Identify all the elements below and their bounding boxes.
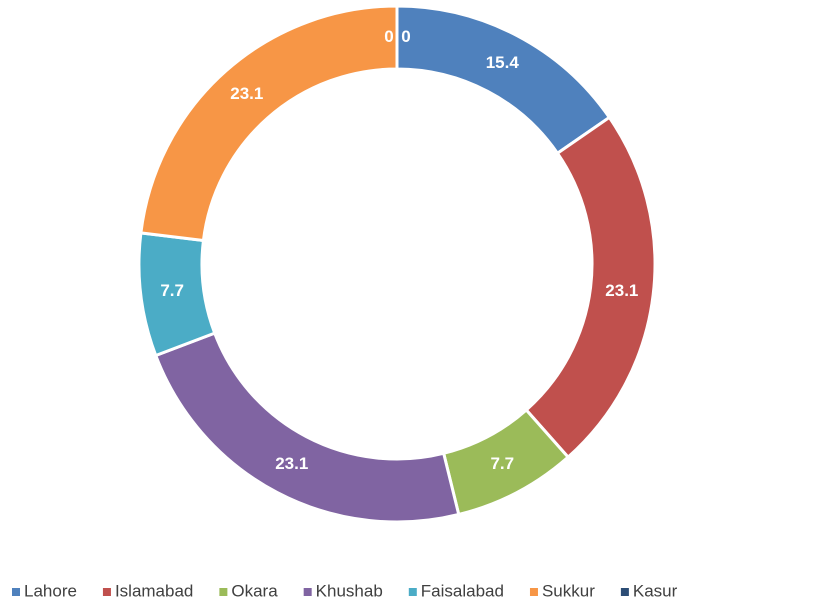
data-label: 0 [401,27,410,46]
legend-label: Lahore [24,581,77,600]
donut-slice [153,331,461,524]
data-label: 0 [384,27,393,46]
legend-swatch [620,588,629,596]
legend-label: Khushab [316,581,383,600]
legend-label: Faisalabad [421,581,504,600]
data-label: 23.1 [230,84,263,103]
legend-label: Kasur [633,581,678,600]
legend-swatch [408,588,417,596]
legend-swatch [12,588,20,596]
data-label: 23.1 [605,281,638,300]
data-label: 7.7 [490,454,514,473]
legend-swatch [219,588,228,596]
data-label: 7.7 [160,281,184,300]
legend-swatch [303,588,312,596]
legend-swatch [102,588,111,596]
legend-label: Islamabad [115,581,193,600]
donut-slice [139,4,399,243]
data-label: 15.4 [486,53,520,72]
data-label: 23.1 [275,454,308,473]
legend-label: Sukkur [542,581,595,600]
legend-label: Okara [231,581,278,600]
legend-swatch [529,588,538,596]
donut-slice [395,4,612,156]
